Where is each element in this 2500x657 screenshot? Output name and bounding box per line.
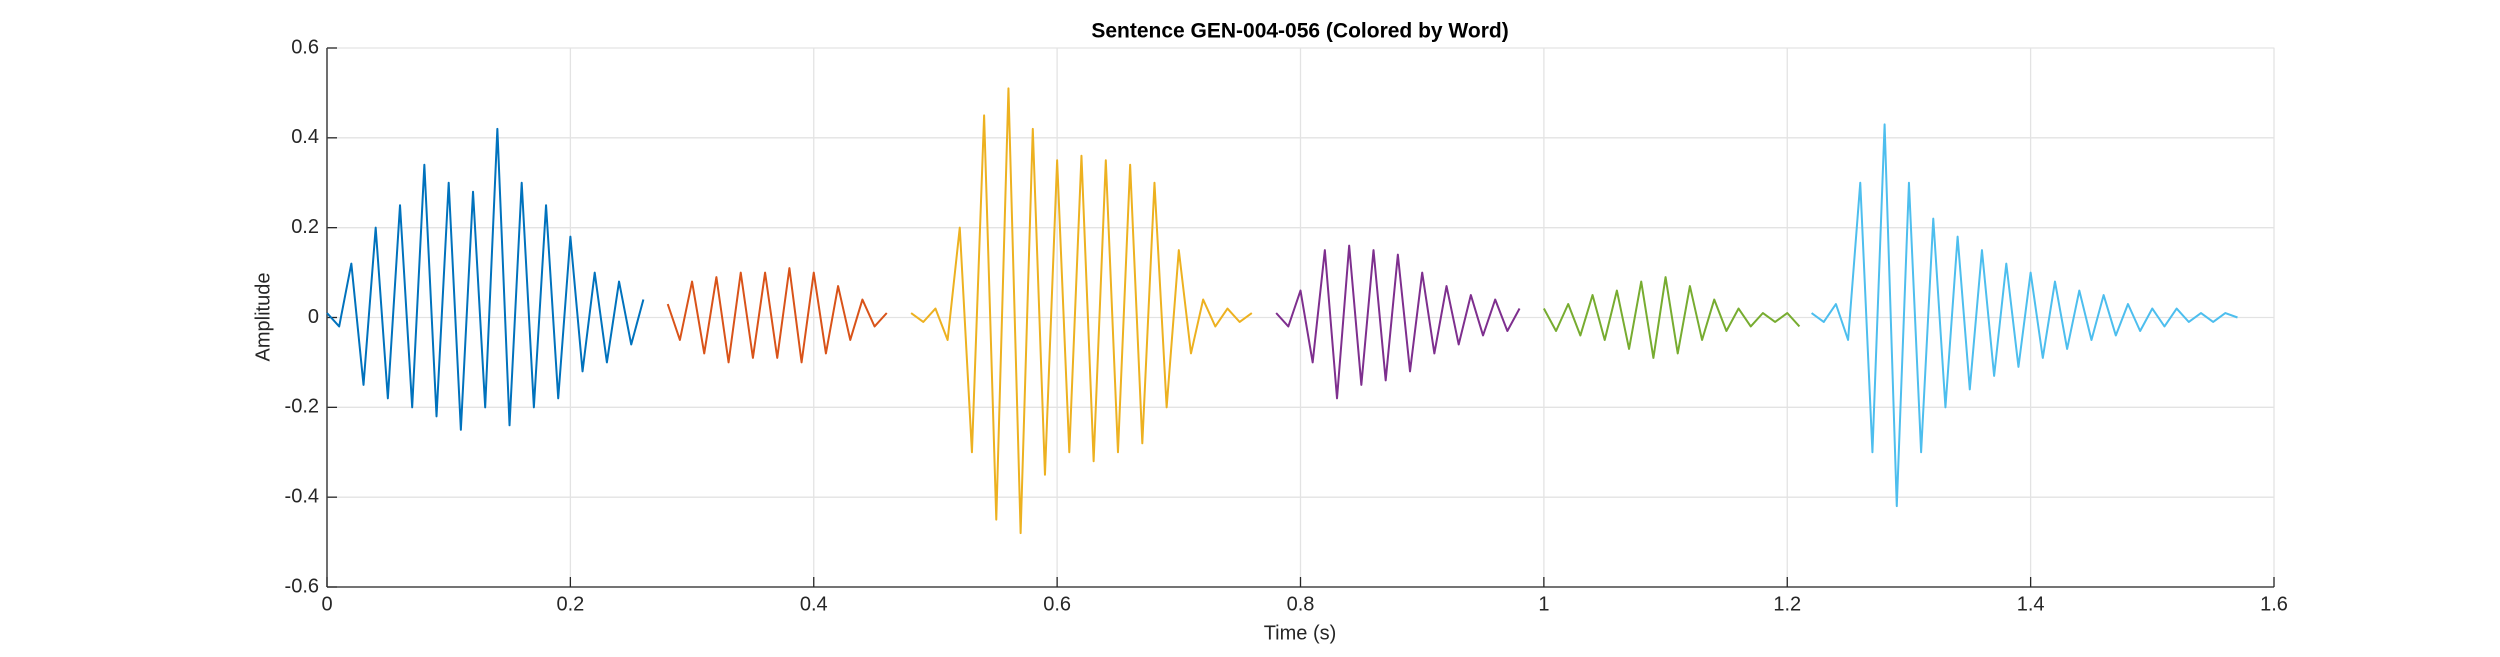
chart-title: Sentence GEN-004-056 (Colored by Word)	[1091, 20, 1508, 43]
y-tick-label: 0.6	[291, 36, 319, 58]
x-tick-label: 0.2	[556, 593, 584, 615]
x-tick-label: 0.8	[1287, 593, 1315, 615]
y-axis-label: Amplitude	[252, 273, 274, 362]
waveform-line	[666, 267, 888, 364]
waveform-line	[910, 87, 1253, 535]
waveform-line	[1810, 123, 2238, 508]
y-tick-label: 0.2	[291, 216, 319, 238]
x-tick-label: 1	[1538, 593, 1549, 615]
x-tick-label: 0.6	[1043, 593, 1071, 615]
y-tick-label: 0	[308, 306, 319, 328]
x-tick-label: 0.4	[800, 593, 828, 615]
y-tick-label: 0.4	[291, 126, 319, 148]
waveform-line	[1275, 244, 1521, 400]
x-tick-label: 1.6	[2260, 593, 2288, 615]
waveform-line	[1543, 276, 1801, 359]
y-tick-label: -0.4	[285, 485, 319, 507]
y-tick-label: -0.2	[285, 396, 319, 418]
waveform-line	[326, 127, 645, 431]
x-tick-label: 0	[321, 593, 332, 615]
x-tick-label: 1.4	[2017, 593, 2045, 615]
x-tick-label: 1.2	[1773, 593, 1801, 615]
y-tick-label: -0.6	[285, 575, 319, 597]
x-axis-label: Time (s)	[1264, 622, 1337, 644]
